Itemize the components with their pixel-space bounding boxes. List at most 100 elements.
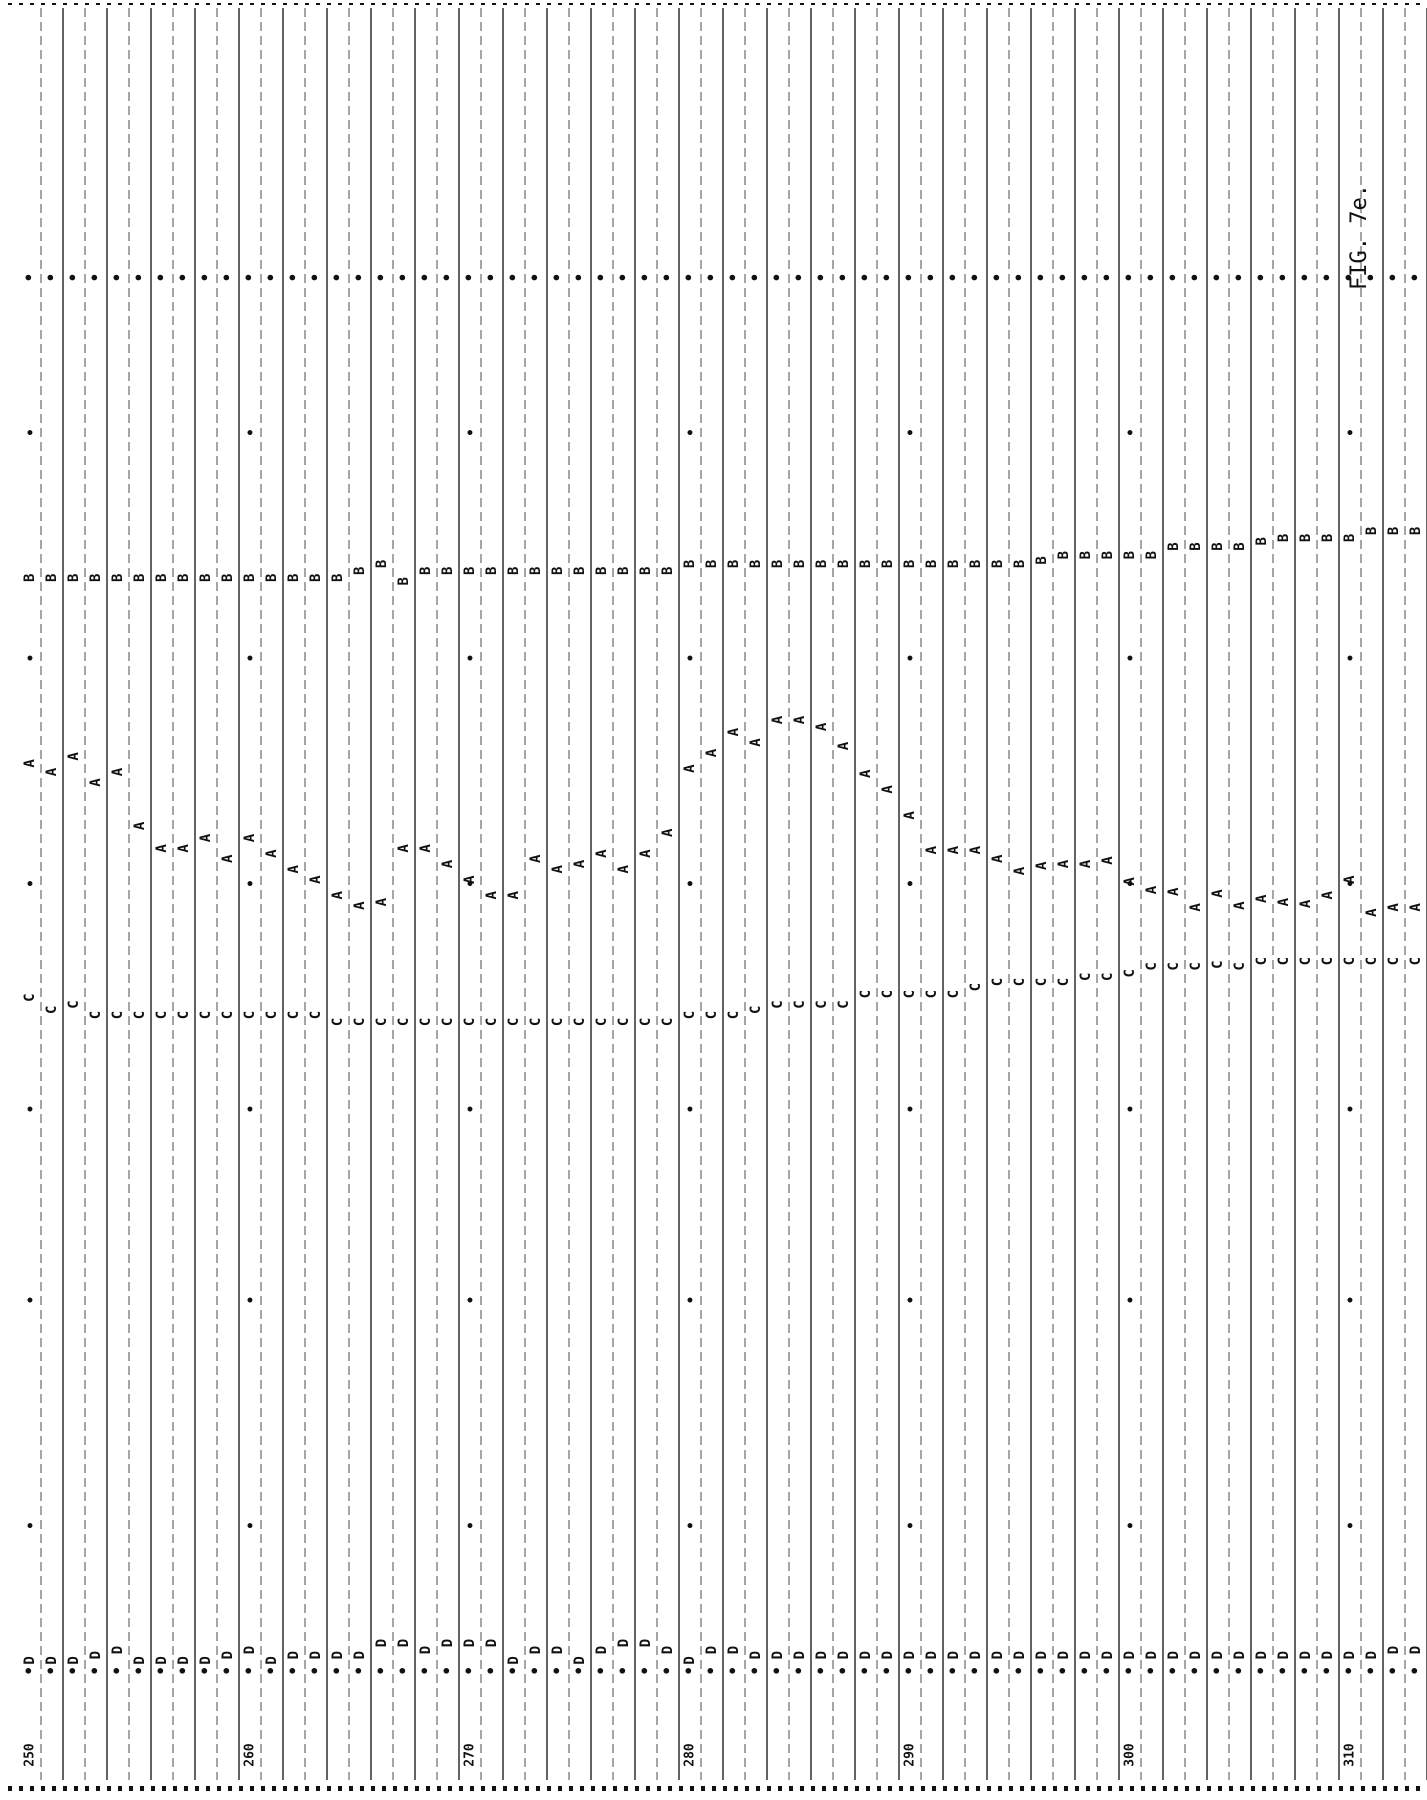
edge-dot-bottom [877, 1786, 881, 1791]
edge-dot-top [789, 3, 793, 5]
series-point-d: D [792, 1651, 808, 1659]
series-point-b: B [396, 577, 412, 585]
series-point-c: C [638, 1018, 654, 1026]
series-point-star: • [350, 273, 369, 283]
edge-dot-bottom [800, 1786, 804, 1791]
edge-dot-top [536, 3, 540, 5]
series-point-b: B [330, 574, 346, 582]
series-point-plus: • [64, 1666, 83, 1676]
edge-dot-top [756, 3, 760, 5]
series-point-c: C [198, 1011, 214, 1019]
series-point-d: D [924, 1651, 940, 1659]
series-point-b: B [792, 560, 808, 568]
edge-dot-bottom [41, 1786, 45, 1791]
series-point-a: A [1056, 859, 1072, 868]
series-point-star: • [680, 273, 699, 283]
series-point-d: D [770, 1651, 786, 1659]
series-point-d: D [154, 1656, 170, 1664]
edge-dot-top [602, 3, 606, 5]
series-point-b: B [1012, 560, 1028, 568]
edge-dot-top [118, 3, 122, 5]
series-point-plus: • [306, 1666, 325, 1676]
edge-dot-bottom [228, 1786, 232, 1791]
level-marker: • [1126, 1102, 1134, 1118]
edge-dot-top [591, 3, 595, 5]
edge-dot-bottom [1262, 1786, 1266, 1791]
series-point-c: C [1298, 957, 1314, 965]
edge-dot-bottom [52, 1786, 56, 1791]
edge-dot-top [503, 3, 507, 5]
series-point-a: A [1232, 901, 1248, 910]
edge-dot-bottom [910, 1786, 914, 1791]
series-point-a: A [462, 875, 478, 884]
series-point-c: C [1320, 957, 1336, 965]
edge-dot-bottom [470, 1786, 474, 1791]
series-point-plus: • [1406, 1666, 1425, 1676]
level-marker: • [906, 1102, 914, 1118]
edge-dot-bottom [701, 1786, 705, 1791]
series-point-a: A [176, 844, 192, 853]
series-point-a: A [1276, 897, 1292, 906]
series-point-c: C [902, 990, 918, 998]
edge-dot-bottom [173, 1786, 177, 1791]
series-point-c: C [682, 1011, 698, 1019]
series-point-d: D [1144, 1651, 1160, 1659]
series-point-b: B [1254, 537, 1270, 545]
series-point-a: A [88, 778, 104, 787]
edge-dot-top [1273, 3, 1277, 5]
edge-dot-top [866, 3, 870, 5]
series-point-a: A [440, 859, 456, 868]
edge-dot-top [52, 3, 56, 5]
series-point-c: C [792, 1000, 808, 1008]
edge-dot-bottom [1405, 1786, 1409, 1791]
level-marker: • [1126, 1293, 1134, 1309]
edge-dot-bottom [1394, 1786, 1398, 1791]
edge-dot-bottom [1207, 1786, 1211, 1791]
edge-dot-bottom [822, 1786, 826, 1791]
edge-dot-bottom [668, 1786, 672, 1791]
level-marker: • [686, 877, 694, 893]
series-point-star: • [812, 273, 831, 283]
edge-dot-top [855, 3, 859, 5]
edge-dot-top [283, 3, 287, 5]
series-point-a: A [132, 821, 148, 830]
series-point-star: • [724, 273, 743, 283]
series-point-plus: • [1340, 1666, 1359, 1676]
series-point-d: D [330, 1651, 346, 1659]
series-point-star: • [1340, 273, 1359, 283]
edge-dot-bottom [965, 1786, 969, 1791]
edge-dot-top [1130, 3, 1134, 5]
series-point-d: D [374, 1639, 390, 1647]
edge-dot-top [437, 3, 441, 5]
level-marker: • [246, 1293, 254, 1309]
level-marker: • [26, 1102, 34, 1118]
edge-dot-top [1405, 3, 1409, 5]
edge-dot-top [1229, 3, 1233, 5]
series-point-a: A [330, 890, 346, 899]
series-point-star: • [1164, 273, 1183, 283]
edge-dot-top [701, 3, 705, 5]
series-point-plus: • [86, 1666, 105, 1676]
edge-dot-top [327, 3, 331, 5]
series-point-c: C [484, 1018, 500, 1026]
series-point-b: B [1210, 542, 1226, 550]
series-point-c: C [968, 983, 984, 991]
edge-dot-top [1141, 3, 1145, 5]
series-point-d: D [198, 1656, 214, 1664]
series-point-plus: • [1076, 1666, 1095, 1676]
series-point-c: C [418, 1018, 434, 1026]
series-point-plus: • [262, 1666, 281, 1676]
series-point-a: A [484, 890, 500, 899]
edge-dot-top [1218, 3, 1222, 5]
edge-dot-bottom [1372, 1786, 1376, 1791]
series-point-a: A [506, 890, 522, 899]
series-point-star: • [592, 273, 611, 283]
edge-dot-bottom [459, 1786, 463, 1791]
edge-dot-bottom [1218, 1786, 1222, 1791]
series-point-d: D [88, 1651, 104, 1659]
level-marker: • [26, 426, 34, 442]
edge-dot-top [85, 3, 89, 5]
edge-dot-top [1119, 3, 1123, 5]
